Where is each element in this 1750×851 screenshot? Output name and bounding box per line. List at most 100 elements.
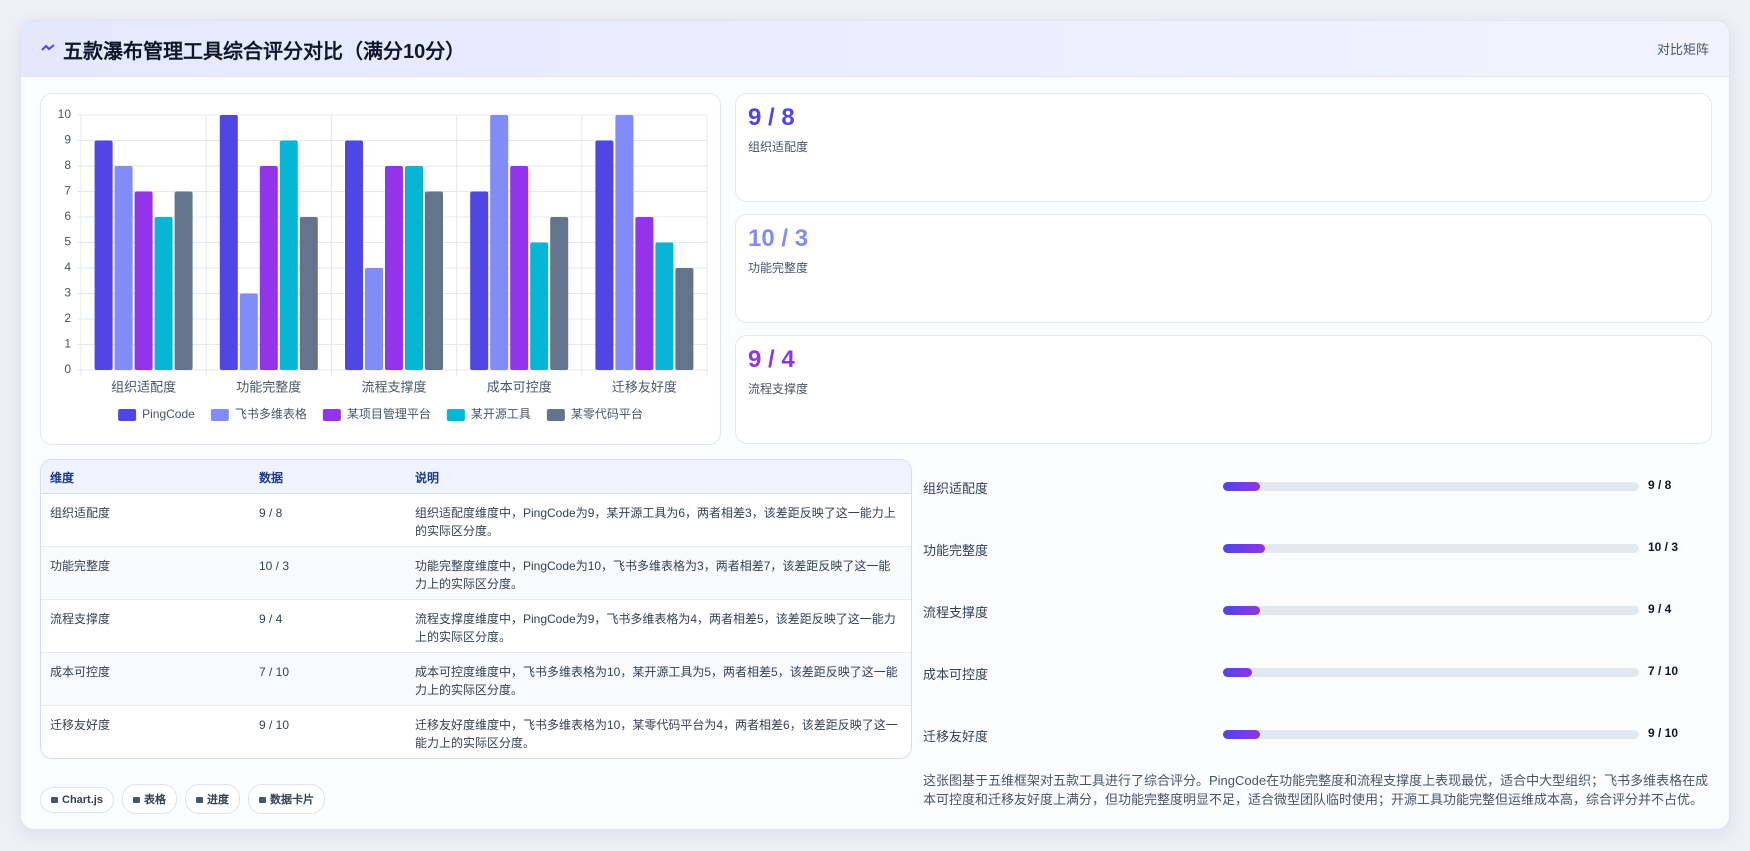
dashboard: 五款瀑布管理工具综合评分对比（满分10分） 对比矩阵 0 1 2 3 4 5 6 7 8 9 10 组…: [20, 20, 1730, 830]
y-tick-label: 0: [64, 362, 71, 376]
bar: [365, 268, 383, 370]
stat-value: 10 / 3: [748, 225, 809, 252]
legend-swatch: [322, 409, 341, 421]
table: 维度 数据 说明 组织适配度 9 / 8 组织适配度维度中，PingCode为9，某开源工…: [40, 459, 912, 759]
header-icon: [41, 44, 55, 51]
progress-value: 9 / 8: [1648, 478, 1672, 492]
stat-card: 9 / 4 流程支撑度: [735, 335, 1712, 444]
stat-value: 9 / 4: [748, 346, 795, 373]
progress-value: 9 / 10: [1648, 726, 1679, 740]
title: 五款瀑布管理工具综合评分对比（满分10分）: [63, 41, 466, 63]
progress-value: 9 / 4: [1648, 602, 1672, 616]
table-row: 迁移友好度 9 / 10 迁移友好度维度中，飞书多维表格为10，某零代码平台为4，两…: [41, 706, 911, 758]
bar: [259, 166, 278, 370]
bar: [490, 115, 509, 370]
table-cell: 迁移友好度维度中，飞书多维表格为10，某零代码平台为4，两者相差6，该差距反映了…: [415, 718, 898, 750]
table-row: 流程支撑度 9 / 4 流程支撑度维度中，PingCode为9，飞书多维表格为4，两…: [41, 600, 911, 653]
x-tick-label: 组织适配度: [111, 379, 176, 394]
progress-label: 组织适配度: [923, 481, 989, 496]
stat-value: 9 / 8: [748, 104, 795, 131]
legend-label: 飞书多维表格: [235, 406, 307, 421]
legend-label: 某项目管理平台: [347, 406, 431, 421]
legend-swatch: [546, 409, 565, 421]
legend-swatch: [118, 409, 137, 421]
legend-label: 某零代码平台: [571, 406, 643, 421]
legend-swatch: [210, 409, 229, 421]
bar: [219, 115, 238, 370]
progress-value: 10 / 3: [1648, 540, 1679, 554]
table-row: 成本可控度 7 / 10 成本可控度维度中，飞书多维表格为10，某开源工具为5，两者…: [41, 653, 911, 706]
x-tick-label: 功能完整度: [236, 379, 301, 394]
legend-label: 某开源工具: [471, 407, 531, 421]
stat-card: 9 / 8 组织适配度: [735, 93, 1712, 202]
y-tick-label: 8: [64, 158, 71, 172]
table-row: 组织适配度 9 / 8 组织适配度维度中，PingCode为9，某开源工具为6，两者…: [41, 494, 911, 547]
bar: [425, 191, 443, 370]
table-cell: 9 / 4: [259, 612, 283, 626]
y-tick-label: 2: [64, 311, 71, 325]
progress-label: 成本可控度: [923, 667, 989, 682]
progress-fill: [1223, 544, 1265, 553]
tag: 表格: [121, 784, 177, 814]
bar: [470, 191, 489, 370]
bar: [615, 115, 634, 370]
y-tick-label: 10: [58, 107, 72, 121]
table-cell: 功能完整度维度中，PingCode为10，飞书多维表格为3，两者相差7，该差距反…: [415, 559, 891, 591]
table-cell: 7 / 10: [259, 665, 290, 679]
tag: 进度: [184, 784, 240, 814]
table-cell: 组织适配度维度中，PingCode为9，某开源工具为6，两者相差3，该差距反映了…: [415, 506, 896, 538]
bar: [635, 217, 654, 370]
bar: [675, 268, 694, 370]
table-cell: 组织适配度: [50, 506, 111, 520]
progress-label: 功能完整度: [923, 543, 989, 558]
x-tick-label: 流程支撑度: [361, 379, 426, 394]
progress-label: 流程支撑度: [923, 605, 989, 620]
bar: [154, 217, 173, 370]
progress-track: [1223, 668, 1639, 677]
legend: PingCode 飞书多维表格 某项目管理平台 某开源工具 某零代码平台: [118, 406, 643, 421]
progress-label: 迁移友好度: [923, 729, 989, 744]
tag: Chart.js: [40, 787, 114, 813]
bar: [550, 217, 569, 370]
table-cell: 迁移友好度: [50, 718, 111, 732]
bar: [114, 166, 133, 370]
x-tick-label: 成本可控度: [487, 379, 552, 394]
table-cell: 9 / 8: [259, 506, 283, 520]
table-cell: 9 / 10: [259, 718, 290, 732]
bar: [345, 140, 363, 370]
table-cell: 流程支撑度: [50, 612, 111, 626]
column-header: 数据: [259, 471, 284, 485]
bar: [405, 166, 423, 370]
y-tick-label: 7: [64, 184, 71, 198]
bar: [174, 191, 193, 370]
progress-track: [1223, 482, 1639, 491]
table-cell: 成本可控度维度中，飞书多维表格为10，某开源工具为5，两者相差5，该差距反映了这…: [415, 665, 898, 697]
stat-card: 10 / 3 功能完整度: [735, 214, 1712, 323]
description: 这张图基于五维框架对五款工具进行了综合评分。PingCode在功能完整度和流程支…: [923, 773, 1709, 807]
y-tick-label: 9: [64, 133, 71, 147]
badge: 对比矩阵: [1656, 42, 1709, 57]
bar: [510, 166, 529, 370]
progress-track: [1223, 606, 1639, 615]
tag: 数据卡片: [247, 784, 325, 814]
table-cell: 10 / 3: [259, 559, 290, 573]
stat-label: 流程支撑度: [748, 382, 809, 396]
chart-panel: 0 1 2 3 4 5 6 7 8 9 10 组织适配度 功能完整度 流程支撑度 成本可控度 迁移友好度 Pin…: [40, 93, 721, 445]
bar: [134, 191, 153, 370]
y-tick-label: 4: [64, 260, 71, 274]
table-cell: 成本可控度: [50, 665, 111, 679]
header: 五款瀑布管理工具综合评分对比（满分10分） 对比矩阵: [21, 21, 1729, 77]
progress-fill: [1223, 668, 1253, 677]
legend-label: PingCode: [142, 407, 195, 421]
chart: 0 1 2 3 4 5 6 7 8 9 10 组织适配度 功能完整度 流程支撑度 成本可控度 迁移友好度 Pin…: [58, 107, 708, 421]
progress-fill: [1223, 606, 1261, 615]
progress-track: [1223, 544, 1639, 553]
y-tick-label: 5: [64, 235, 71, 249]
progress-value: 7 / 10: [1648, 664, 1679, 678]
table-cell: 流程支撑度维度中，PingCode为9，飞书多维表格为4，两者相差5，该差距反映…: [415, 612, 896, 644]
y-tick-label: 6: [64, 209, 71, 223]
stat-label: 功能完整度: [748, 261, 809, 275]
tags: Chart.js 表格 进度 数据卡片: [40, 784, 333, 814]
bar: [299, 217, 318, 370]
